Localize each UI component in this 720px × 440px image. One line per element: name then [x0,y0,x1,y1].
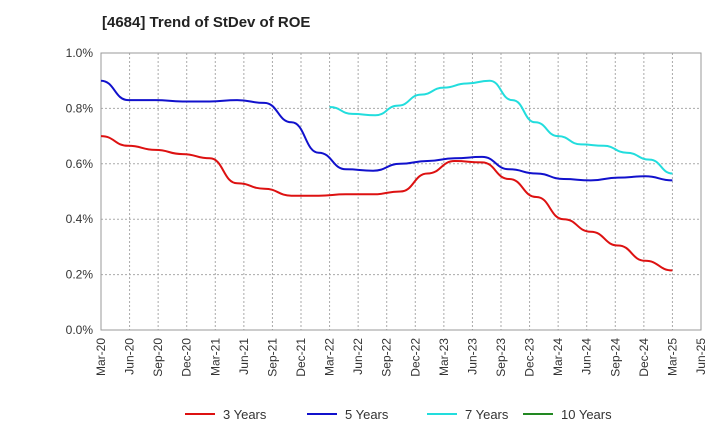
x-tick-label: Dec-23 [523,338,537,377]
x-tick-label: Dec-21 [294,338,308,377]
plot-frame [100,52,702,331]
y-tick-label: 1.0% [66,46,94,60]
x-tick-label: Sep-20 [151,338,165,377]
x-tick-label: Sep-24 [608,338,622,377]
x-tick-label: Dec-24 [637,338,651,377]
series-line-7-years [329,79,673,175]
y-tick-label: 0.4% [66,212,94,226]
x-tick-label: Jun-21 [237,338,251,375]
x-tick-label: Mar-22 [323,338,337,376]
x-tick-label: Jun-25 [694,338,708,375]
legend-label: 5 Years [345,407,389,422]
x-tick-label: Mar-20 [94,338,108,376]
x-tick-label: Mar-25 [665,338,679,376]
y-tick-label: 0.2% [66,268,94,282]
x-tick-label: Sep-23 [494,338,508,377]
series-line-3-years [100,135,673,272]
x-tick-label: Dec-22 [408,338,422,377]
legend-label: 10 Years [561,407,612,422]
legend-label: 3 Years [223,407,267,422]
y-tick-label: 0.0% [66,323,94,337]
x-tick-label: Mar-23 [437,338,451,376]
y-tick-label: 0.6% [66,157,94,171]
x-tick-label: Jun-23 [465,338,479,375]
x-tick-label: Jun-24 [580,338,594,375]
x-tick-label: Mar-21 [208,338,222,376]
x-tick-label: Dec-20 [180,338,194,377]
y-tick-label: 0.8% [66,101,94,115]
x-tick-label: Sep-22 [380,338,394,377]
x-tick-label: Jun-20 [123,338,137,375]
series-line-5-years [100,79,673,182]
x-tick-label: Mar-24 [551,338,565,376]
x-tick-label: Sep-21 [265,338,279,377]
legend-label: 7 Years [465,407,509,422]
x-tick-label: Jun-22 [351,338,365,375]
chart-title: [4684] Trend of StDev of ROE [102,14,311,31]
